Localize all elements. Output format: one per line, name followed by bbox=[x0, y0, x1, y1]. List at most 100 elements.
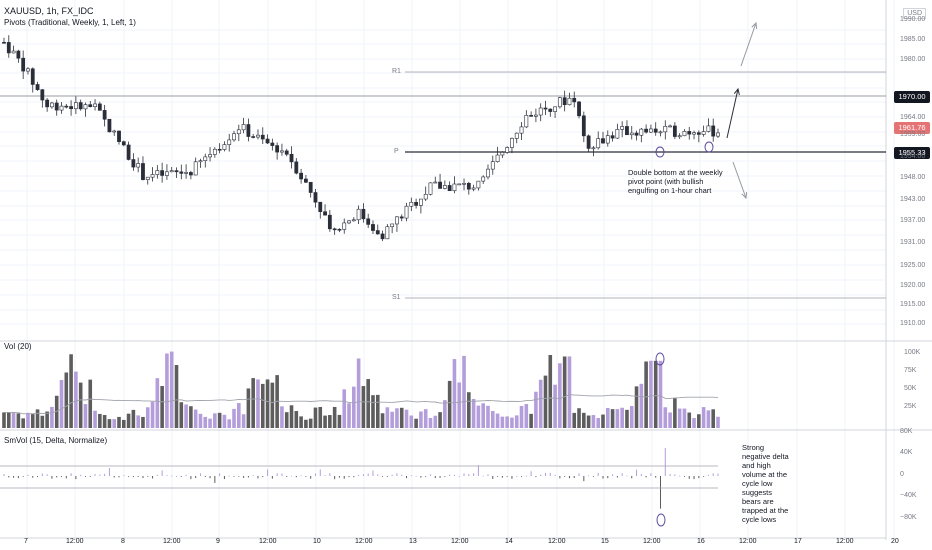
projection-arrow-up bbox=[726, 88, 739, 139]
volume-bar bbox=[375, 394, 380, 428]
volume-bar bbox=[414, 418, 418, 428]
smvol-bar bbox=[199, 473, 201, 476]
smvol-bar bbox=[468, 474, 470, 476]
price-tick-label: 1954.00 bbox=[900, 153, 926, 160]
smvol-bar bbox=[679, 475, 681, 477]
candle-body bbox=[50, 102, 54, 108]
candle-body bbox=[672, 125, 677, 137]
volume-bar bbox=[337, 414, 342, 428]
volume-bar bbox=[510, 417, 514, 428]
volume-bar bbox=[452, 359, 457, 428]
volume-bar bbox=[505, 416, 509, 428]
smvol-bar bbox=[473, 473, 475, 476]
candle-body bbox=[150, 174, 155, 178]
price-tick-label: 1948.00 bbox=[900, 174, 926, 181]
volume-bar bbox=[529, 413, 533, 428]
pivots-indicator-label[interactable]: Pivots (Traditional, Weekly, 1, Left, 1) bbox=[4, 18, 136, 27]
time-tick-label: 14 bbox=[505, 538, 513, 545]
candle-body bbox=[505, 147, 510, 153]
candle-body bbox=[136, 163, 141, 168]
smvol-bar bbox=[429, 474, 431, 476]
smvol-bar bbox=[84, 476, 86, 477]
candle-body bbox=[366, 218, 371, 225]
candle-body bbox=[653, 128, 658, 133]
volume-pane-title[interactable]: Vol (20) bbox=[4, 342, 32, 351]
volume-bar bbox=[687, 412, 692, 428]
time-tick-label: 12:00 bbox=[259, 538, 277, 545]
price-tick-label: 1990.00 bbox=[900, 16, 926, 23]
price-tick-label: 1980.00 bbox=[900, 56, 926, 63]
volume-bar bbox=[433, 415, 438, 428]
volume-bar bbox=[419, 411, 423, 428]
smvol-bar bbox=[540, 474, 542, 476]
smvol-bar bbox=[46, 474, 48, 476]
candle-body bbox=[692, 132, 696, 135]
volume-bar bbox=[160, 386, 164, 428]
smvol-bar bbox=[108, 467, 110, 476]
candle-body bbox=[227, 139, 232, 145]
volume-bar bbox=[6, 412, 11, 428]
smvol-bar bbox=[549, 472, 551, 476]
volume-bar bbox=[256, 379, 260, 428]
candle-body bbox=[236, 129, 241, 135]
volume-bar bbox=[380, 413, 385, 428]
candle-body bbox=[682, 131, 687, 137]
candle-body bbox=[644, 128, 649, 133]
smvol-bar bbox=[650, 473, 652, 476]
candle-body bbox=[69, 106, 73, 110]
volume-bar bbox=[462, 355, 466, 428]
smvol-pane-title[interactable]: SmVol (15, Delta, Normalize) bbox=[4, 436, 108, 445]
smvol-bar bbox=[300, 475, 302, 477]
currency-label[interactable]: USD bbox=[903, 8, 926, 19]
smvol-bar bbox=[161, 470, 163, 476]
price-tick-label: 1925.00 bbox=[900, 262, 926, 269]
candle-body bbox=[706, 125, 711, 132]
candle-body bbox=[658, 131, 663, 134]
volume-bar bbox=[486, 405, 490, 428]
candle-body bbox=[562, 97, 567, 106]
candle-body bbox=[347, 220, 351, 224]
price-tick-label: 1915.00 bbox=[900, 301, 926, 308]
price-tick-label: 1943.00 bbox=[900, 196, 926, 203]
smvol-series bbox=[0, 448, 719, 509]
volume-bar bbox=[610, 409, 615, 428]
candle-body bbox=[284, 150, 289, 155]
volume-bar bbox=[519, 405, 524, 428]
smvol-bar bbox=[8, 476, 10, 478]
volume-bar bbox=[284, 412, 289, 428]
smvol-bar bbox=[3, 474, 5, 476]
volume-bar bbox=[280, 406, 284, 428]
candle-body bbox=[107, 118, 112, 133]
candle-body bbox=[35, 84, 40, 90]
candle-body bbox=[433, 181, 438, 184]
volume-tick-label: 100K bbox=[904, 349, 921, 356]
smvol-bar bbox=[22, 476, 24, 477]
smvol-bar bbox=[286, 476, 288, 477]
candle-body bbox=[457, 183, 462, 186]
smvol-bar bbox=[640, 474, 642, 476]
volume-bar bbox=[404, 409, 409, 428]
smvol-bar bbox=[41, 473, 43, 476]
volume-bar bbox=[586, 415, 591, 428]
smvol-bar bbox=[262, 476, 264, 478]
smvol-bar bbox=[434, 476, 436, 479]
candle-body bbox=[701, 131, 706, 135]
volume-bar bbox=[342, 389, 347, 428]
volume-bar bbox=[548, 355, 553, 428]
time-tick-label: 9 bbox=[216, 538, 220, 545]
volume-bar bbox=[213, 413, 217, 428]
smvol-bar bbox=[171, 475, 173, 477]
volume-bar bbox=[495, 413, 500, 428]
volume-bar bbox=[222, 414, 227, 428]
volume-bar bbox=[203, 416, 208, 428]
volume-bar bbox=[620, 407, 624, 428]
projection-arrow-down-head bbox=[741, 191, 748, 200]
volume-bar bbox=[481, 403, 485, 428]
smvol-bar bbox=[707, 474, 709, 476]
volume-bar bbox=[328, 415, 332, 428]
volume-bar bbox=[634, 386, 639, 428]
price-tick-label: 1964.00 bbox=[900, 114, 926, 121]
candle-body bbox=[577, 101, 581, 117]
